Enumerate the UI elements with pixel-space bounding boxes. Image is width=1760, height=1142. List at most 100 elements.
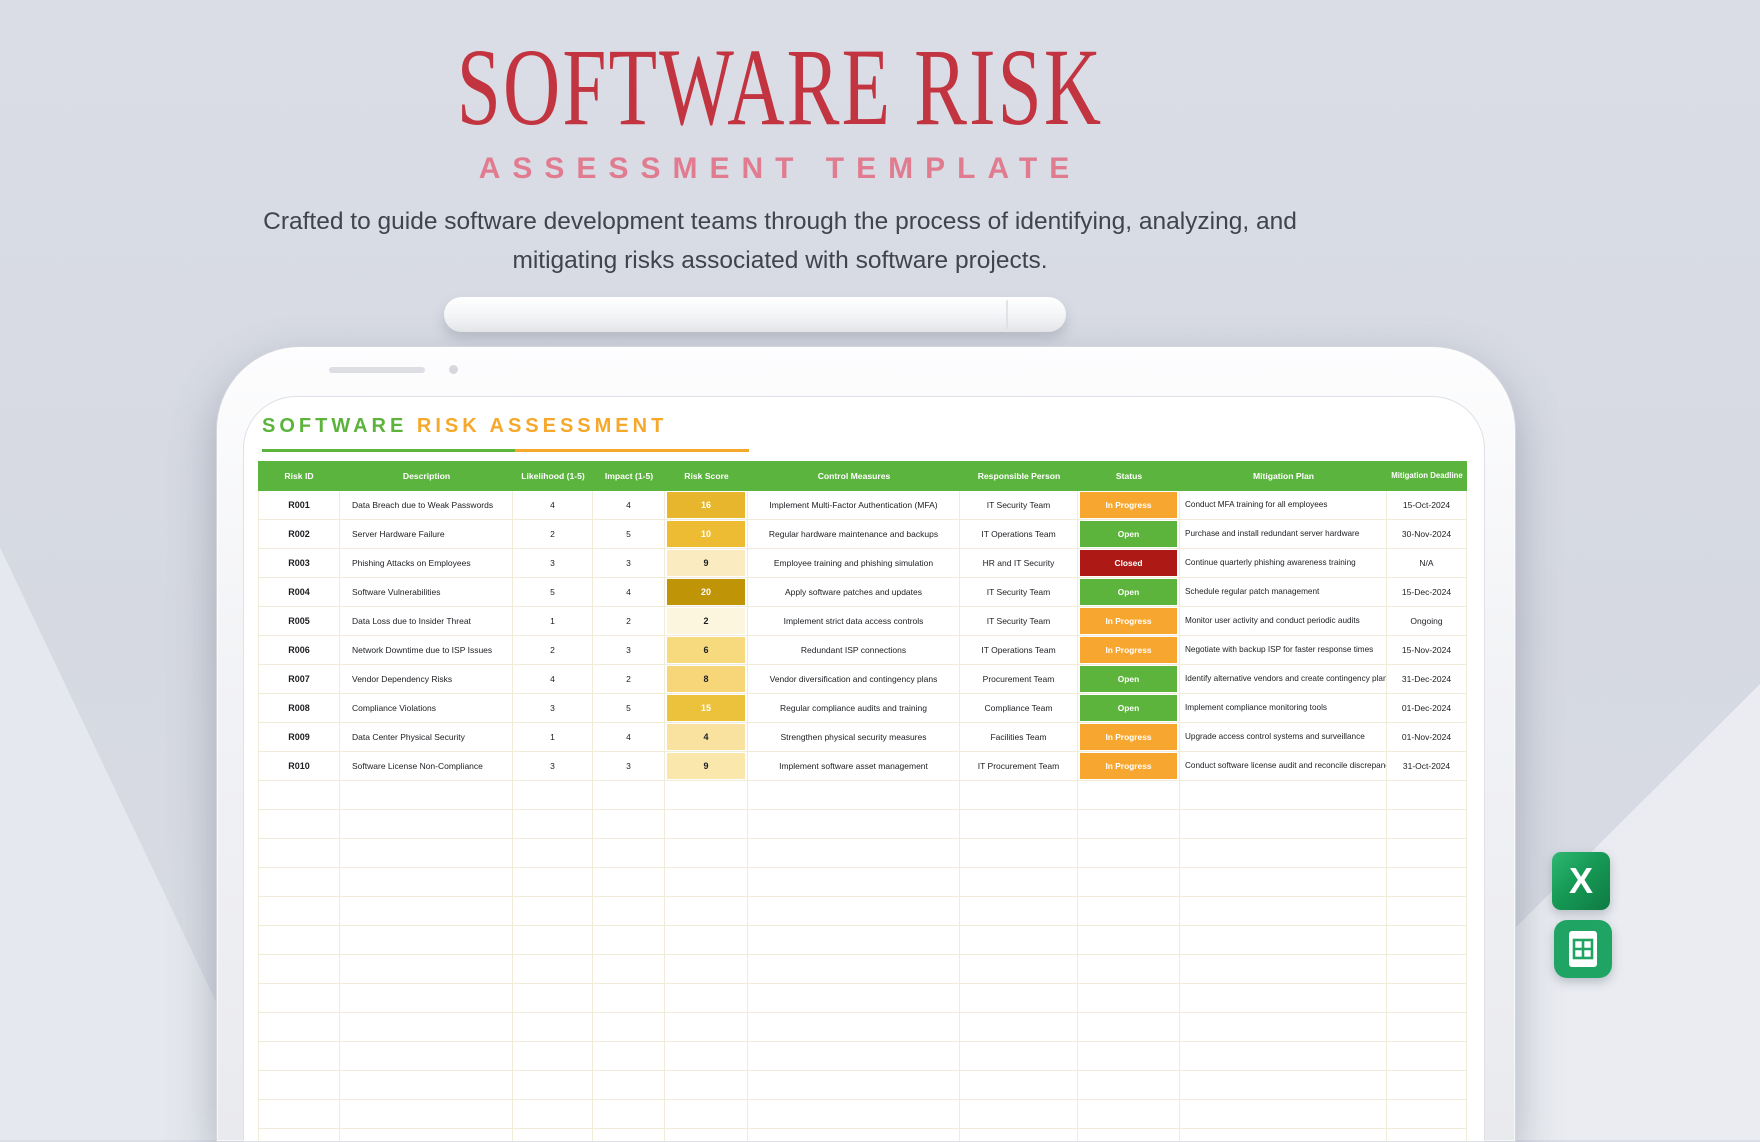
likelihood-cell[interactable]: 3	[513, 752, 593, 781]
responsible-person-cell[interactable]: IT Procurement Team	[960, 752, 1078, 781]
mitigation-deadline-cell[interactable]	[1387, 1100, 1467, 1129]
risk-score-cell[interactable]: 10	[665, 520, 748, 549]
impact-cell[interactable]: 3	[593, 549, 665, 578]
column-header-risk-id[interactable]: Risk ID	[284, 471, 314, 481]
responsible-person-cell[interactable]: IT Security Team	[960, 491, 1078, 520]
status-cell[interactable]	[1078, 868, 1180, 897]
description-cell[interactable]: Vendor Dependency Risks	[340, 665, 513, 694]
impact-cell[interactable]: 5	[593, 694, 665, 723]
risk-score-cell[interactable]: 9	[665, 549, 748, 578]
control-measures-cell[interactable]: Employee training and phishing simulatio…	[748, 549, 960, 578]
impact-cell[interactable]	[593, 1042, 665, 1071]
description-cell[interactable]	[340, 1071, 513, 1100]
mitigation-deadline-cell[interactable]: 15-Dec-2024	[1387, 578, 1467, 607]
likelihood-cell[interactable]	[513, 868, 593, 897]
mitigation-plan-cell[interactable]	[1180, 1129, 1387, 1141]
status-cell[interactable]: Open	[1078, 694, 1180, 723]
risk-score-cell[interactable]: 8	[665, 665, 748, 694]
mitigation-plan-cell[interactable]	[1180, 1013, 1387, 1042]
mitigation-plan-cell[interactable]	[1180, 781, 1387, 810]
status-cell[interactable]	[1078, 984, 1180, 1013]
risk-id-cell[interactable]	[258, 1042, 340, 1071]
impact-cell[interactable]: 4	[593, 491, 665, 520]
responsible-person-cell[interactable]	[960, 1013, 1078, 1042]
status-cell[interactable]: Open	[1078, 520, 1180, 549]
control-measures-cell[interactable]	[748, 1129, 960, 1141]
impact-cell[interactable]: 2	[593, 607, 665, 636]
likelihood-cell[interactable]	[513, 955, 593, 984]
risk-id-cell[interactable]: R008	[258, 694, 340, 723]
risk-id-cell[interactable]: R006	[258, 636, 340, 665]
responsible-person-cell[interactable]	[960, 781, 1078, 810]
mitigation-deadline-cell[interactable]: 30-Nov-2024	[1387, 520, 1467, 549]
risk-id-cell[interactable]	[258, 839, 340, 868]
mitigation-deadline-cell[interactable]	[1387, 1013, 1467, 1042]
description-cell[interactable]: Compliance Violations	[340, 694, 513, 723]
risk-id-cell[interactable]: R002	[258, 520, 340, 549]
risk-score-cell[interactable]: 4	[665, 723, 748, 752]
control-measures-cell[interactable]: Strengthen physical security measures	[748, 723, 960, 752]
mitigation-plan-cell[interactable]: Purchase and install redundant server ha…	[1180, 520, 1387, 549]
control-measures-cell[interactable]	[748, 955, 960, 984]
mitigation-deadline-cell[interactable]: 01-Dec-2024	[1387, 694, 1467, 723]
responsible-person-cell[interactable]	[960, 897, 1078, 926]
status-cell[interactable]: Open	[1078, 578, 1180, 607]
status-cell[interactable]	[1078, 1129, 1180, 1141]
responsible-person-cell[interactable]	[960, 926, 1078, 955]
description-cell[interactable]	[340, 1100, 513, 1129]
control-measures-cell[interactable]	[748, 839, 960, 868]
status-cell[interactable]: In Progress	[1078, 636, 1180, 665]
mitigation-deadline-cell[interactable]: 01-Nov-2024	[1387, 723, 1467, 752]
column-header-responsible-person[interactable]: Responsible Person	[977, 471, 1061, 481]
control-measures-cell[interactable]: Vendor diversification and contingency p…	[748, 665, 960, 694]
likelihood-cell[interactable]: 1	[513, 723, 593, 752]
column-header-status[interactable]: Status	[1115, 471, 1143, 481]
likelihood-cell[interactable]	[513, 1013, 593, 1042]
mitigation-plan-cell[interactable]: Implement compliance monitoring tools	[1180, 694, 1387, 723]
description-cell[interactable]: Data Center Physical Security	[340, 723, 513, 752]
control-measures-cell[interactable]	[748, 1013, 960, 1042]
status-cell[interactable]	[1078, 926, 1180, 955]
risk-id-cell[interactable]	[258, 1071, 340, 1100]
responsible-person-cell[interactable]	[960, 1071, 1078, 1100]
likelihood-cell[interactable]	[513, 1129, 593, 1141]
mitigation-deadline-cell[interactable]: Ongoing	[1387, 607, 1467, 636]
responsible-person-cell[interactable]: HR and IT Security	[960, 549, 1078, 578]
risk-score-cell[interactable]	[665, 810, 748, 839]
likelihood-cell[interactable]: 3	[513, 549, 593, 578]
risk-score-cell[interactable]	[665, 1100, 748, 1129]
responsible-person-cell[interactable]: Compliance Team	[960, 694, 1078, 723]
status-cell[interactable]	[1078, 1071, 1180, 1100]
status-cell[interactable]: Open	[1078, 665, 1180, 694]
likelihood-cell[interactable]	[513, 839, 593, 868]
status-cell[interactable]	[1078, 810, 1180, 839]
mitigation-deadline-cell[interactable]: 15-Oct-2024	[1387, 491, 1467, 520]
mitigation-deadline-cell[interactable]	[1387, 926, 1467, 955]
impact-cell[interactable]	[593, 1129, 665, 1141]
control-measures-cell[interactable]	[748, 810, 960, 839]
likelihood-cell[interactable]: 5	[513, 578, 593, 607]
mitigation-deadline-cell[interactable]	[1387, 781, 1467, 810]
control-measures-cell[interactable]	[748, 1042, 960, 1071]
mitigation-plan-cell[interactable]: Identify alternative vendors and create …	[1180, 665, 1387, 694]
mitigation-plan-cell[interactable]	[1180, 1071, 1387, 1100]
responsible-person-cell[interactable]	[960, 839, 1078, 868]
control-measures-cell[interactable]: Implement Multi-Factor Authentication (M…	[748, 491, 960, 520]
mitigation-deadline-cell[interactable]	[1387, 1129, 1467, 1141]
risk-score-cell[interactable]	[665, 1129, 748, 1141]
mitigation-plan-cell[interactable]	[1180, 984, 1387, 1013]
responsible-person-cell[interactable]	[960, 868, 1078, 897]
status-cell[interactable]	[1078, 1100, 1180, 1129]
likelihood-cell[interactable]	[513, 1100, 593, 1129]
status-cell[interactable]: In Progress	[1078, 607, 1180, 636]
likelihood-cell[interactable]: 1	[513, 607, 593, 636]
responsible-person-cell[interactable]	[960, 810, 1078, 839]
control-measures-cell[interactable]: Implement strict data access controls	[748, 607, 960, 636]
status-cell[interactable]	[1078, 1013, 1180, 1042]
responsible-person-cell[interactable]	[960, 1042, 1078, 1071]
responsible-person-cell[interactable]: Procurement Team	[960, 665, 1078, 694]
risk-score-cell[interactable]	[665, 1013, 748, 1042]
risk-id-cell[interactable]: R007	[258, 665, 340, 694]
risk-score-cell[interactable]	[665, 1071, 748, 1100]
status-cell[interactable]: In Progress	[1078, 752, 1180, 781]
